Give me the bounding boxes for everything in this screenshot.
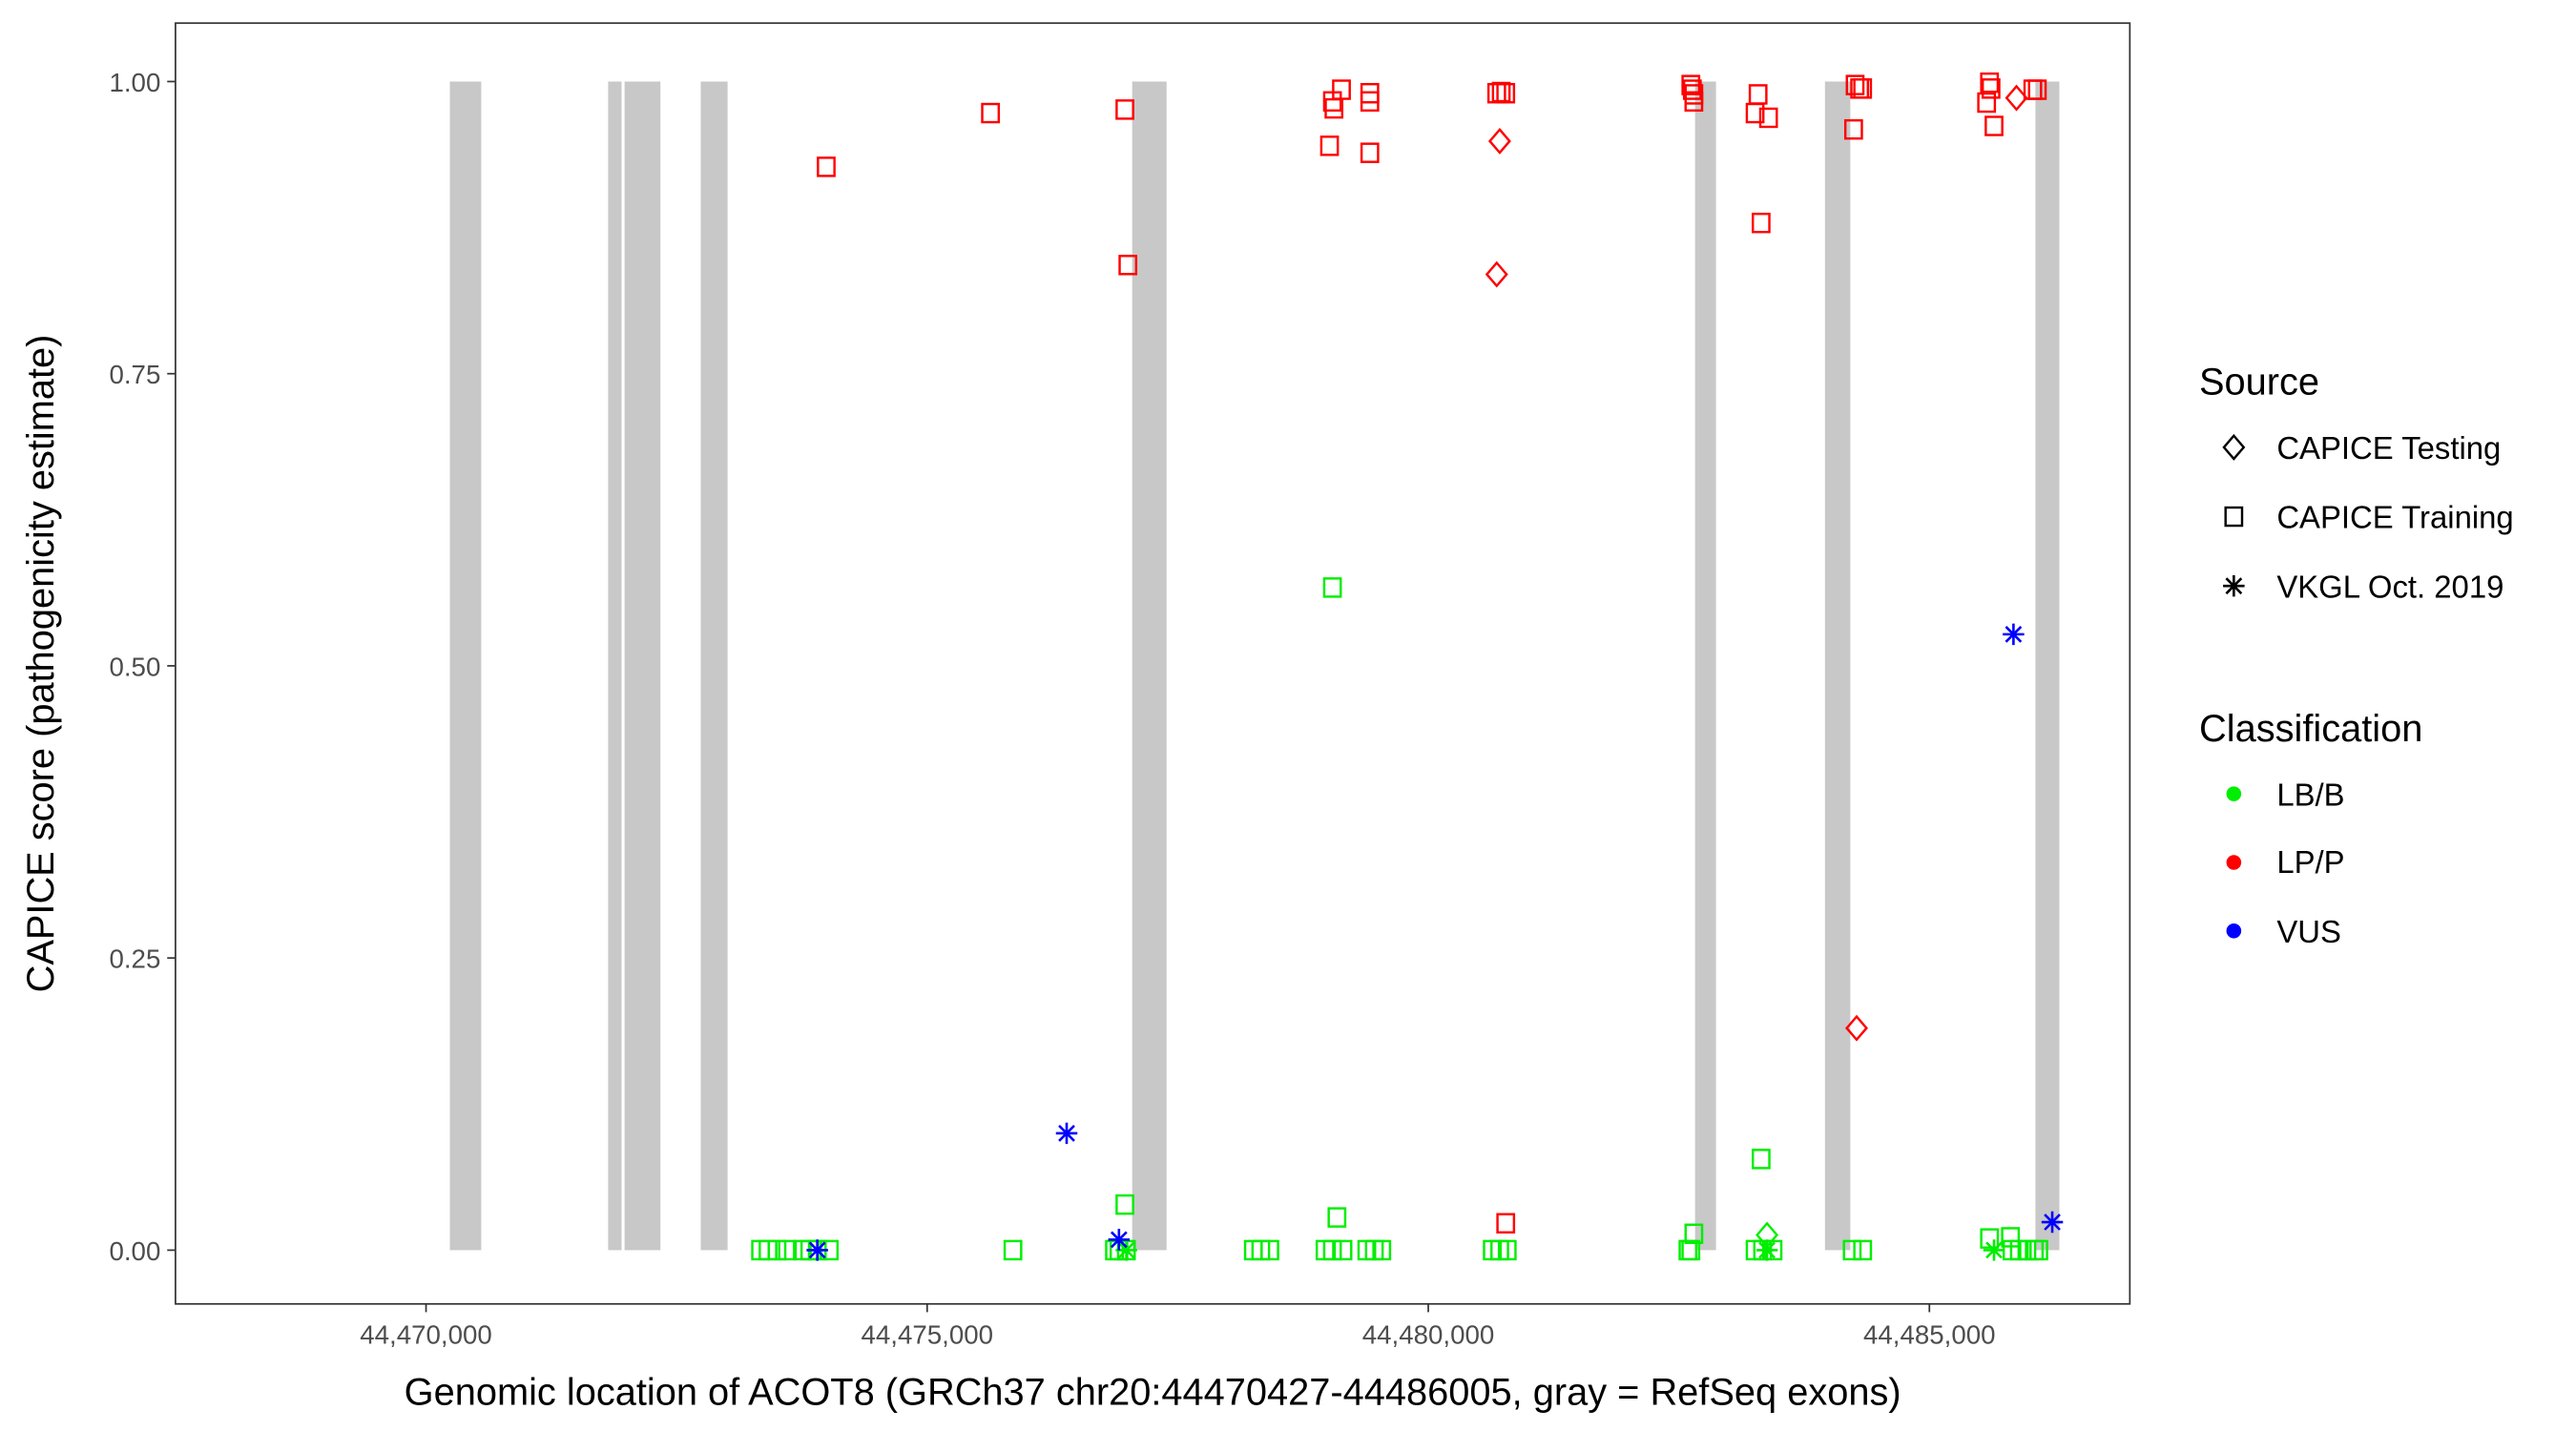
vkgl-point: [1755, 1239, 1778, 1261]
training-point: [1322, 1239, 1342, 1261]
training-point: [1319, 135, 1340, 156]
vkgl-point: [1983, 1239, 2005, 1261]
training-point: [1681, 1239, 1701, 1261]
y-tick-label: 0.75: [109, 360, 160, 389]
x-axis-title: Genomic location of ACOT8 (GRCh37 chr20:…: [405, 1371, 1901, 1413]
training-point: [1748, 84, 1768, 105]
training-point: [981, 102, 1001, 124]
legend-diamond-icon: [2222, 433, 2246, 461]
training-point: [1980, 1228, 2000, 1249]
legend-source-label: CAPICE Training: [2276, 500, 2513, 535]
training-point: [1752, 1149, 1771, 1170]
training-point: [1322, 577, 1342, 598]
exon-bar: [1132, 81, 1167, 1251]
legend-square-icon: [2224, 506, 2244, 528]
vkgl-point: [2041, 1211, 2064, 1234]
y-axis-title: CAPICE score (pathogenicity estimate): [20, 335, 62, 993]
testing-point: [1487, 127, 1511, 155]
training-point: [1853, 78, 1873, 99]
training-point: [2027, 79, 2047, 100]
training-point: [1118, 255, 1138, 276]
legend-source-label: VKGL Oct. 2019: [2276, 569, 2503, 604]
vkgl-point: [1115, 1239, 1137, 1261]
exon-bar: [700, 81, 728, 1251]
training-point: [1115, 1193, 1134, 1215]
plot-panel-border: [175, 22, 2131, 1305]
training-point: [1497, 1239, 1517, 1261]
training-point: [767, 1239, 787, 1261]
axes: 44,470,000 44,475,000 44,480,000 44,485,000…: [109, 68, 1995, 1349]
exon-bar: [608, 81, 622, 1251]
training-point: [1853, 1239, 1873, 1261]
training-point: [1003, 1239, 1023, 1261]
exon-bar: [2035, 81, 2060, 1251]
training-point: [1752, 212, 1771, 234]
training-point: [1260, 1239, 1279, 1261]
legend-class-label: VUS: [2276, 914, 2341, 949]
x-tick-label: 44,470,000: [360, 1319, 492, 1349]
legend-class-title: Classification: [2199, 708, 2422, 750]
training-point: [2001, 1227, 2021, 1248]
training-point: [1980, 72, 2000, 93]
training-point: [1327, 1207, 1347, 1228]
training-point: [1745, 102, 1765, 124]
training-point: [1758, 107, 1778, 129]
y-tick-label: 0.00: [109, 1236, 160, 1266]
training-point: [1977, 92, 1997, 114]
legend-source-title: Source: [2199, 361, 2319, 403]
training-point: [1115, 99, 1134, 120]
vkgl-point: [806, 1239, 828, 1261]
vkgl-point: [1108, 1229, 1131, 1251]
data-points: [751, 72, 2064, 1261]
legend: Source CAPICE Testing CAPICE Training VK…: [2199, 361, 2514, 948]
y-tick-label: 0.25: [109, 944, 160, 974]
training-point: [1684, 91, 1704, 113]
training-point: [1496, 82, 1516, 104]
training-point: [1984, 115, 2004, 136]
legend-class-label: LB/B: [2276, 777, 2344, 812]
training-point: [1491, 81, 1511, 103]
training-point: [1496, 1213, 1516, 1234]
training-point: [1360, 142, 1380, 163]
training-point: [1682, 79, 1702, 100]
exon-bars: [449, 81, 2060, 1251]
training-point: [1684, 1223, 1704, 1245]
legend-class-label: LP/P: [2276, 844, 2344, 880]
exon-bar: [624, 81, 661, 1251]
x-tick-label: 44,480,000: [1362, 1319, 1494, 1349]
exon-bar: [1824, 81, 1851, 1251]
y-tick-label: 0.50: [109, 652, 160, 681]
vkgl-point: [2003, 623, 2025, 646]
y-tick-label: 1.00: [109, 68, 160, 97]
legend-asterisk-icon: [2223, 574, 2245, 597]
x-tick-label: 44,485,000: [1863, 1319, 1995, 1349]
training-point: [1360, 91, 1380, 113]
training-point: [1372, 1239, 1392, 1261]
training-point: [1333, 1239, 1353, 1261]
training-point: [1981, 78, 2001, 99]
exon-bar: [1694, 81, 1716, 1251]
testing-point: [2005, 84, 2028, 112]
exon-bar: [449, 81, 482, 1251]
legend-source-label: CAPICE Testing: [2276, 430, 2501, 466]
legend-dot-icon: [2226, 786, 2242, 801]
vkgl-point: [1055, 1122, 1078, 1145]
training-point: [817, 156, 836, 177]
training-point: [1842, 1239, 1862, 1261]
training-point: [1332, 79, 1351, 100]
training-point: [2029, 1239, 2048, 1261]
testing-point: [1845, 1014, 1868, 1042]
training-point: [778, 1239, 798, 1261]
legend-dot-icon: [2226, 923, 2242, 939]
training-point: [1843, 118, 1863, 140]
x-tick-label: 44,475,000: [862, 1319, 993, 1349]
testing-point: [1485, 260, 1508, 288]
legend-dot-icon: [2226, 855, 2242, 870]
